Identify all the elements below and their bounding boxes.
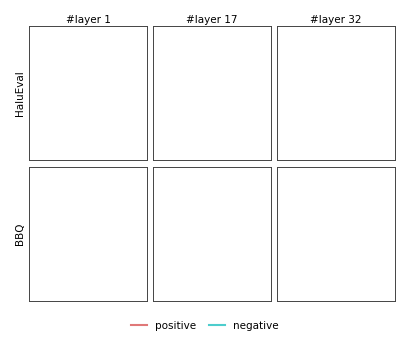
Title: #layer 1: #layer 1 [65, 15, 110, 25]
Y-axis label: BBQ: BBQ [15, 223, 25, 245]
Legend: positive, negative: positive, negative [127, 317, 282, 335]
Y-axis label: HaluEval: HaluEval [15, 70, 25, 116]
Title: #layer 17: #layer 17 [186, 15, 237, 25]
Title: #layer 32: #layer 32 [310, 15, 361, 25]
